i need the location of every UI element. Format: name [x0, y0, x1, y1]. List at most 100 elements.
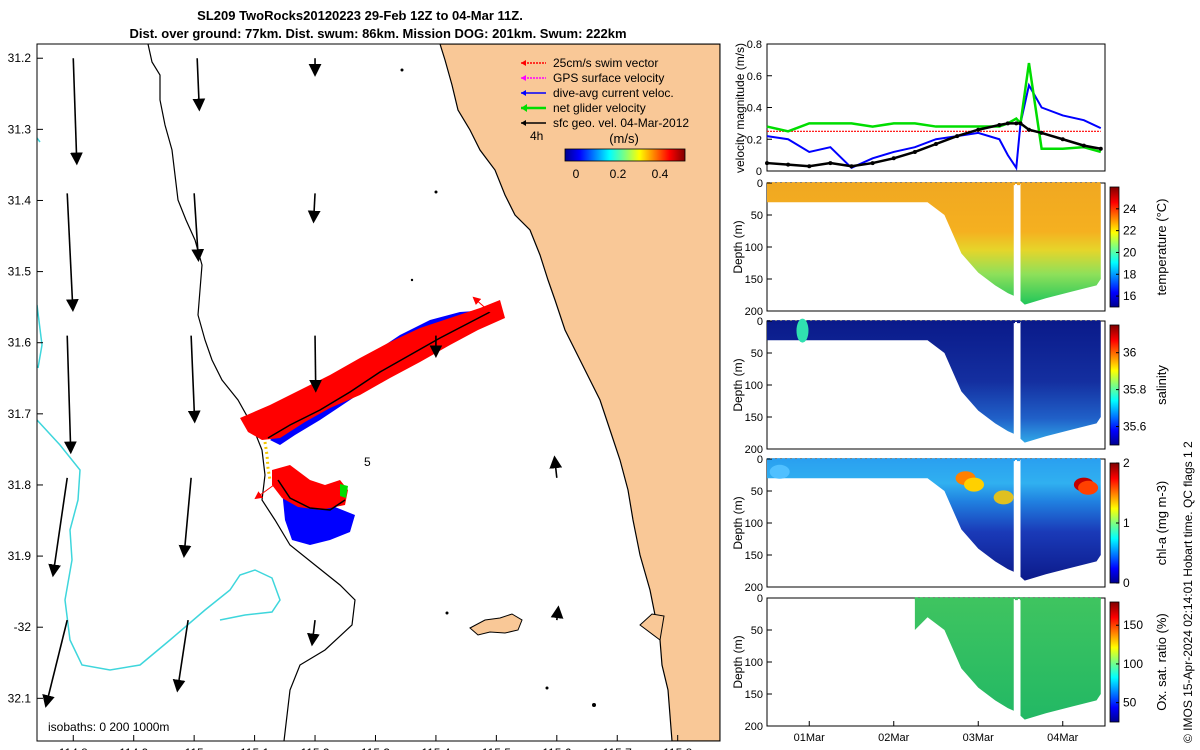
section-panel-salinity: 0 50 100 150 200 Depth (m) 36 35.8 35.6 salinity	[731, 316, 1169, 456]
section-y-tick-label: 200	[745, 306, 763, 318]
map-colorbar-tick-1: 0.2	[610, 167, 627, 181]
section-colorbar-tick-label: 36	[1123, 346, 1137, 360]
time-x-tick-label: 04Mar	[1047, 732, 1079, 744]
velocity-point-geo	[786, 162, 791, 167]
section-colorbar-tick-label: 16	[1123, 289, 1137, 303]
legend-item-gps: GPS surface velocity	[521, 71, 664, 85]
section-y-tick-label: 150	[745, 550, 763, 562]
velocity-point-geo	[934, 142, 938, 147]
time-x-tick-label: 03Mar	[963, 732, 995, 744]
section-y-tick-label: 150	[745, 274, 763, 286]
section-colorbar-tick-label: 24	[1123, 202, 1137, 216]
velocity-point-geo	[1018, 121, 1023, 126]
chl-hotspot	[1078, 480, 1099, 495]
isobath-200m	[147, 44, 356, 741]
geo-vector-arrow	[191, 193, 205, 263]
section-y-tick-label: 150	[745, 412, 763, 424]
map-x-tick-label: 115.1	[240, 746, 269, 750]
legend-label-current: dive-avg current veloc.	[553, 86, 674, 100]
section-colorbar-tick-label: 2	[1123, 456, 1130, 470]
map-y-tick-label: 31.3	[8, 122, 32, 136]
chl-hotspots	[769, 464, 1099, 505]
velocity-axes	[766, 43, 1106, 172]
velocity-ylabel: velocity magnitude (m/s)	[733, 43, 747, 173]
map-land	[439, 44, 720, 741]
velocity-line-geo	[766, 122, 1102, 168]
isobaths-label: isobaths: 0 200 1000m	[48, 720, 169, 734]
section-colorbar-label-oxygen: Ox. sat. ratio (%)	[1154, 613, 1169, 711]
section-colorbar-tick-label: 20	[1123, 245, 1137, 259]
velocity-point-geo	[1014, 121, 1019, 126]
section-y-tick-label: 100	[745, 518, 763, 530]
map-frame	[36, 43, 721, 742]
legend-interval-label: 4h	[530, 129, 543, 143]
map-x-tick-label: 114.9	[119, 746, 148, 750]
map-x-tick-label: 115.6	[542, 746, 571, 750]
geo-vector-arrow	[307, 193, 321, 224]
section-y-tick-label: 100	[745, 657, 763, 669]
section-gap-salinity	[1013, 322, 1021, 448]
legend-item-current: dive-avg current veloc.	[521, 86, 674, 100]
time-x-tick-label: 01Mar	[794, 732, 826, 744]
map-y-tick-label: 31.6	[8, 336, 32, 350]
geo-vector-arrow	[48, 477, 69, 578]
side-caption: © IMOS 15-Apr-2024 02:14:01 Hobart time.…	[1181, 441, 1195, 743]
velocity-point-geo	[891, 156, 896, 161]
map-colorbar-label: (m/s)	[609, 131, 639, 146]
section-y-tick-label: 50	[751, 486, 763, 498]
legend-label-net: net glider velocity	[553, 101, 646, 115]
map-y-tick-label: 31.7	[8, 407, 32, 421]
section-colorbar-tick-label: 18	[1123, 267, 1137, 281]
velocity-y-tick-label: 0.4	[747, 103, 762, 115]
velocity-point-geo	[955, 134, 960, 139]
section-panel-chl-a: 0 50 100 150 200 Depth (m) 2 1 0 chl-a (mg m-3)	[731, 454, 1169, 594]
velocity-point-geo	[1039, 130, 1044, 135]
geo-vector-arrow	[549, 455, 563, 478]
section-colorbar-salinity	[1109, 324, 1120, 446]
section-y-tick-label: 0	[757, 454, 763, 466]
geo-vector-arrow	[42, 619, 68, 708]
velocity-line-net	[766, 62, 1102, 154]
map-colorbar-tick-0: 0	[573, 167, 580, 181]
map-y-tick-label: 31.8	[8, 478, 32, 492]
map-y-tick-label: 31.5	[8, 265, 32, 279]
map-x-tick-label: 115.4	[421, 746, 450, 750]
geo-vector-arrow	[178, 477, 192, 559]
velocity-point-geo	[1026, 127, 1031, 132]
map-x-axis: 114.8 114.9 115 115.1 115.2 115.3 115.4 115.5 11…	[59, 735, 693, 750]
legend-item-net: net glider velocity	[521, 101, 646, 115]
velocity-point-geo	[1060, 137, 1065, 142]
legend-label-geo: sfc geo. vel. 04-Mar-2012	[553, 116, 689, 130]
sal-hotspot-group	[796, 318, 809, 343]
swim-vector-end	[254, 481, 279, 500]
velocity-point-geo	[828, 161, 833, 166]
section-colorbar-oxygen	[1109, 601, 1120, 723]
geo-vector-arrow	[309, 335, 323, 393]
section-panel-temperature: 0 50 100 150 200 Depth (m) 24 22 20 18 16 temperatu…	[731, 178, 1169, 318]
section-colorbar-temperature	[1109, 186, 1120, 308]
section-ylabel-oxygen: Depth (m)	[731, 635, 745, 688]
map-panel: 5 114.8 114.9 115 115.1 115.2 115.3 115.4 115.5…	[8, 43, 721, 750]
section-ylabel-salinity: Depth (m)	[731, 358, 745, 411]
section-y-tick-label: 200	[745, 444, 763, 456]
velocity-point-geo	[870, 161, 875, 166]
section-y-tick-label: 0	[757, 593, 763, 605]
section-y-tick-label: 0	[757, 316, 763, 328]
section-colorbar-tick-label: 1	[1123, 516, 1130, 530]
section-y-tick-label: 150	[745, 689, 763, 701]
map-y-tick-label: 31.2	[8, 51, 32, 65]
velocity-y-tick-label: 0	[756, 166, 762, 178]
chl-hotspot	[769, 464, 790, 479]
geo-vector-arrow	[70, 58, 83, 166]
map-x-tick-label: 115.3	[361, 746, 390, 750]
section-colorbar-tick-label: 35.8	[1123, 383, 1147, 397]
map-y-axis: 31.2 31.3 31.4 31.5 31.6 31.7 31.8 31.9 -32 32.1	[8, 51, 43, 705]
map-x-tick-label: 115.8	[663, 746, 692, 750]
map-x-tick-label: 115.5	[482, 746, 511, 750]
isobath-1000m	[37, 304, 43, 369]
geo-vector-arrow	[187, 335, 201, 424]
geo-vector-arrow	[550, 605, 564, 621]
geo-vector-arrow	[307, 619, 320, 647]
